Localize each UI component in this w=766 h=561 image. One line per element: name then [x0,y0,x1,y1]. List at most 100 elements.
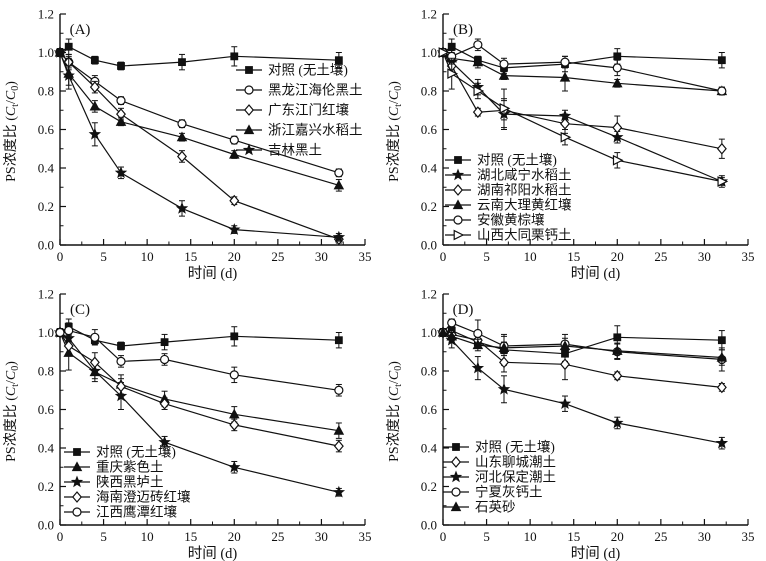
y-tick-label: 1.2 [38,7,54,22]
legend-label: 湖南祁阳水稻土 [477,183,572,198]
marker-circle-open [451,487,461,497]
legend-label: 云南大理黄红壤 [477,197,572,213]
x-tick-label: 15 [184,529,197,544]
x-tick-label: 25 [654,529,667,544]
legend-label: 对照 (无土壤) [477,152,557,168]
marker-triangle-right-open [499,102,511,114]
chart-canvas-b: 0 5 10 15 20 25 30 35 0.0 0.2 0.4 0.6 0.8 1.0 1.2 时间 (d… [386,7,755,282]
marker-square-filled [117,62,125,70]
y-tick-label: 0.0 [38,238,54,253]
marker-diamond-open [72,491,82,503]
y-axis-label: PS浓度比 (Ct/C0) [3,361,21,462]
x-tick-label: 5 [100,529,107,544]
marker-diamond-open [159,397,170,410]
marker-triangle-right-open [717,176,729,187]
marker-triangle-right-open [438,47,450,58]
marker-square-filled [90,56,99,65]
y-tick-label: 0.2 [38,199,54,214]
panel-d: 0 5 10 15 20 25 30 35 0.0 0.2 0.4 0.6 0.8 1.0 1.2 时间 (d… [383,280,766,561]
marker-triangle-filled [115,116,127,126]
marker-triangle-filled [612,77,623,88]
legend-label: 石英砂 [475,499,516,515]
x-tick-label: 35 [742,249,755,264]
marker-diamond-open [177,150,187,163]
marker-triangle-filled [472,56,484,67]
x-tick-label: 0 [57,529,64,544]
marker-star-filled [242,143,256,156]
marker-star-filled [715,436,729,449]
series-line [442,44,723,92]
x-axis-label: 时间 (d) [571,545,621,561]
marker-diamond-open [63,340,74,352]
x-axis-label: 时间 (d) [571,265,621,281]
series-soil-1 [54,326,345,439]
chart-canvas-d: 0 5 10 15 20 25 30 35 0.0 0.2 0.4 0.6 0.8 1.0 1.2 时间 (d… [386,287,755,561]
y-tick-label: 1.0 [38,45,54,60]
series-line [59,332,339,432]
series-soil-4 [55,322,344,397]
legend-label: 浙江嘉兴水稻土 [268,123,363,138]
y-tick-label: 0.0 [421,518,437,533]
legend-label: 海南澄迈砖红壤 [96,489,191,505]
x-axis-label: 时间 (d) [188,265,238,281]
x-axis-label: 时间 (d) [188,545,238,561]
marker-star-filled [611,416,624,429]
y-tick-label: 0.6 [421,402,438,417]
axes: 0 5 10 15 20 25 30 35 0.0 0.2 0.4 0.6 0.8 1.0 1.2 [38,7,372,265]
y-tick-label: 1.0 [38,325,54,340]
x-tick-label: 0 [440,249,447,264]
x-tick-label: 20 [228,249,241,264]
x-tick-label: 10 [524,529,537,544]
marker-triangle-filled [229,408,240,419]
marker-square-filled [613,333,622,342]
y-tick-label: 0.2 [421,199,437,214]
marker-triangle-right-open [453,229,465,241]
series-line [442,322,722,360]
series-soil-3 [437,46,728,96]
y-tick-label: 0.0 [38,518,54,533]
x-tick-label: 35 [359,249,372,264]
marker-diamond-open [229,194,240,207]
marker-circle-open [64,325,74,336]
marker-circle-open [334,385,344,395]
marker-square-filled [117,342,125,350]
marker-circle-open [473,40,483,50]
marker-square-filled [717,56,726,65]
marker-star-filled [53,45,67,58]
marker-diamond-open [560,117,570,130]
x-tick-label: 0 [57,249,64,264]
legend-label: 宁夏灰钙土 [475,484,543,500]
panel-letter: (C) [70,302,90,318]
marker-circle-open [717,86,727,96]
marker-triangle-filled [176,131,188,142]
y-axis-label: PS浓度比 (Ct/C0) [3,81,21,182]
legend-label: 吉林黑土 [268,143,322,158]
marker-square-filled [230,52,239,61]
marker-diamond-open [560,358,570,371]
marker-triangle-right-open [612,154,624,166]
y-tick-label: 0.4 [38,161,55,176]
marker-diamond-open [229,418,240,431]
marker-triangle-filled [498,342,510,352]
marker-diamond-open [716,142,727,155]
panel-letter: (D) [453,302,474,318]
y-tick-label: 0.6 [38,122,55,137]
x-tick-label: 15 [184,249,197,264]
marker-diamond-open [612,369,623,382]
axes: 0 5 10 15 20 25 30 35 0.0 0.2 0.4 0.6 0.8 1.0 1.2 [421,7,755,265]
chart-canvas-c: 0 5 10 15 20 25 30 35 0.0 0.2 0.4 0.6 0.8 1.0 1.2 时间 (d… [3,287,372,561]
marker-circle-open [116,96,126,106]
legend-label: 重庆紫色土 [96,459,164,475]
y-tick-label: 0.2 [38,479,54,494]
x-tick-label: 30 [315,529,328,544]
marker-star-filled [449,470,463,483]
marker-circle-open [177,119,187,129]
series-control [56,318,343,351]
legend-label: 对照 (无土壤) [475,439,555,455]
series-soil-3 [55,326,344,453]
marker-triangle-filled [716,351,728,362]
marker-circle-open [334,168,344,178]
panel-c: 0 5 10 15 20 25 30 35 0.0 0.2 0.4 0.6 0.8 1.0 1.2 时间 (d… [0,280,383,561]
marker-star-filled [175,201,189,214]
